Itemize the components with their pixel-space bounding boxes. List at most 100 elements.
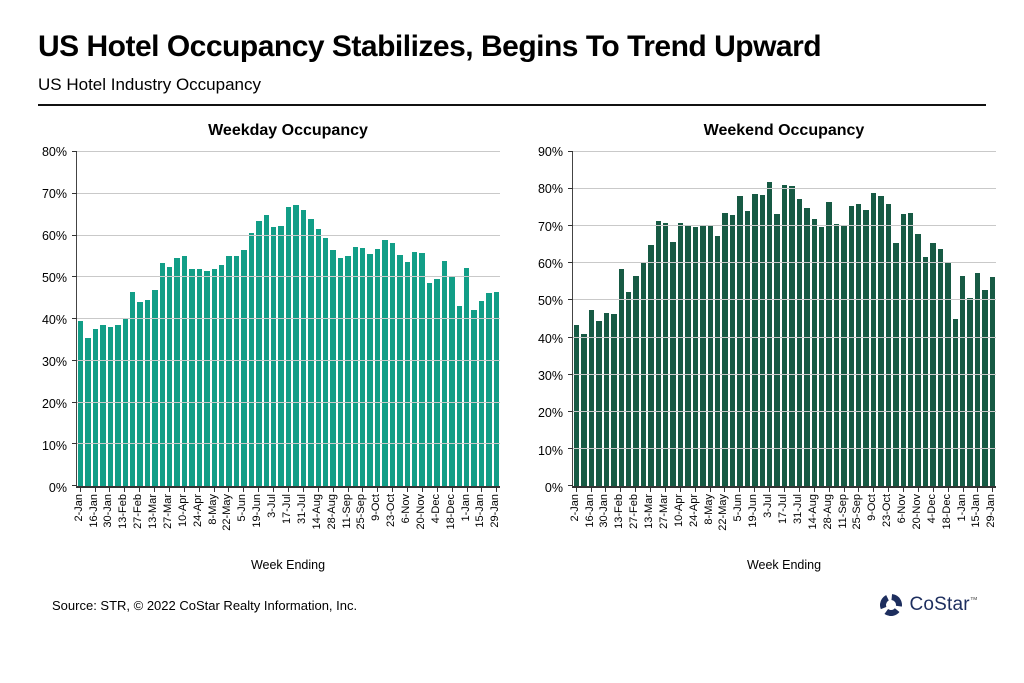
x-tick-mark	[496, 488, 498, 492]
x-tick-label: 13-Feb	[117, 494, 130, 529]
bar	[256, 220, 262, 486]
x-tick-mark	[392, 488, 394, 492]
x-tick-mark	[183, 488, 185, 492]
x-tick-mark	[168, 488, 170, 492]
x-tick-label: 8-May	[206, 494, 219, 525]
bar	[92, 329, 99, 486]
x-tick-mark	[154, 488, 156, 492]
y-tick-mark	[72, 401, 77, 403]
bar	[308, 218, 314, 486]
x-axis-labels: 2-Jan 16-Jan 30-Jan 13-Feb 27-Feb 13-Mar 27-Ma…	[569, 488, 998, 554]
x-tick-mark	[273, 488, 275, 492]
x-tick-label: 27-Mar	[161, 494, 174, 529]
gridline	[573, 336, 996, 338]
bar	[419, 253, 425, 486]
page-title: US Hotel Occupancy Stabilizes, Begins To…	[38, 30, 822, 63]
bar	[655, 221, 662, 486]
x-tick-mark	[575, 488, 577, 492]
x-tick-label: 2-Jan	[72, 494, 85, 522]
bar	[397, 254, 403, 486]
bar	[204, 271, 210, 486]
bar	[648, 244, 654, 486]
bar	[715, 235, 721, 486]
y-tick-mark	[568, 262, 573, 264]
x-tick-mark	[605, 488, 607, 492]
charts-row: Weekday Occupancy 0% 10% 20% 30% 40% 50% 60% 70…	[0, 106, 1024, 572]
y-tick-label: 30%	[537, 369, 563, 383]
bar	[574, 324, 580, 486]
bar	[315, 229, 321, 486]
x-tick-label: 15-Jan	[474, 494, 487, 528]
bar	[293, 204, 299, 486]
bar	[700, 226, 706, 486]
y-tick-label: 40%	[537, 331, 563, 346]
gridline	[573, 410, 996, 412]
bar	[434, 278, 440, 486]
gridline	[77, 318, 500, 319]
x-tick-label: 23-Oct	[385, 494, 398, 528]
x-tick-mark	[377, 488, 379, 492]
x-tick-mark	[407, 488, 409, 492]
y-tick-mark	[72, 276, 77, 278]
x-tick-label: 25-Sep	[355, 494, 368, 530]
bar	[189, 268, 195, 486]
x-tick-label: 5-Jun	[236, 494, 249, 522]
gridline	[77, 359, 500, 361]
x-tick-mark	[362, 488, 364, 492]
bar	[900, 213, 906, 486]
y-tick-mark	[72, 234, 77, 236]
bar	[374, 248, 381, 486]
x-tick-label: 29-Jan	[985, 494, 998, 528]
bar	[640, 263, 647, 486]
y-tick-mark	[72, 359, 77, 361]
y-tick-label: 10%	[537, 443, 563, 458]
bar	[737, 195, 743, 486]
x-tick-label: 28-Aug	[821, 494, 834, 530]
report-header: US Hotel Occupancy Stabilizes, Begins To…	[0, 0, 1024, 106]
bar	[744, 210, 751, 486]
x-tick-label: 22-May	[717, 494, 730, 531]
x-tick-label: 24-Apr	[191, 494, 204, 528]
bar	[915, 234, 921, 486]
y-tick-label: 50%	[41, 271, 67, 285]
bar	[144, 300, 151, 486]
x-tick-mark	[302, 488, 304, 492]
bar	[337, 258, 344, 486]
bar	[752, 194, 758, 486]
x-tick-mark	[977, 488, 979, 492]
bar	[982, 290, 988, 486]
bar	[196, 268, 203, 486]
bar	[967, 297, 973, 486]
bar	[211, 268, 218, 486]
y-tick-mark	[72, 485, 77, 486]
y-tick-label: 10%	[41, 439, 67, 453]
costar-logo: CoStar™	[878, 591, 978, 619]
bar	[456, 305, 462, 486]
x-tick-mark	[784, 488, 785, 492]
bar	[774, 214, 780, 486]
y-tick-mark	[72, 151, 77, 152]
x-tick-label: 20-Nov	[910, 494, 923, 530]
bar	[278, 225, 284, 486]
bar	[974, 272, 981, 486]
x-tick-mark	[888, 488, 890, 492]
x-tick-mark	[754, 488, 756, 492]
bar	[300, 210, 307, 486]
bar	[878, 196, 884, 486]
bar	[863, 209, 869, 486]
bar	[352, 247, 359, 486]
bar	[893, 242, 899, 486]
bar	[633, 276, 639, 486]
x-tick-label: 10-Apr	[672, 494, 685, 528]
x-tick-label: 23-Oct	[881, 494, 894, 528]
bar	[766, 181, 773, 486]
x-tick-mark	[724, 488, 726, 492]
bar	[588, 309, 595, 486]
x-tick-mark	[198, 488, 200, 492]
bar	[263, 214, 269, 486]
y-tick-mark	[72, 192, 77, 194]
page-subtitle: US Hotel Industry Occupancy	[38, 75, 261, 94]
x-tick-mark	[917, 488, 919, 492]
bar	[137, 302, 143, 486]
x-tick-label: 30-Jan	[598, 494, 611, 528]
